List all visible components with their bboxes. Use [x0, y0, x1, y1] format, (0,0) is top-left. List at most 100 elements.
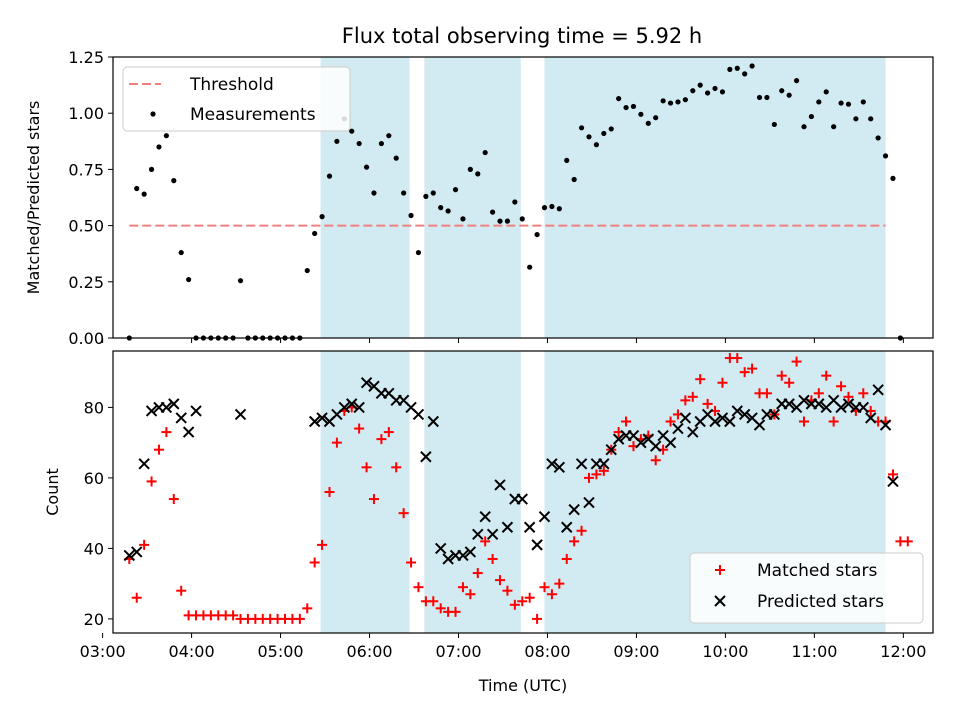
cross-b	[738, 408, 751, 421]
measurements-point	[616, 95, 622, 102]
measurements-point	[697, 82, 703, 88]
predicted-stars-point	[494, 479, 506, 491]
measurements-point	[334, 138, 340, 144]
matched-stars-point	[472, 568, 483, 579]
axes-frame	[112, 56, 934, 339]
cross-b	[642, 433, 655, 445]
measurements-point	[749, 63, 755, 69]
matched-stars-point	[843, 391, 854, 402]
measurements-point	[742, 71, 748, 77]
measurements-point	[148, 166, 155, 172]
measurements-point	[371, 190, 377, 196]
matched-stars-point	[546, 589, 557, 600]
measurements-point	[519, 216, 525, 222]
predicted-stars-point	[716, 412, 729, 424]
matched-stars-point	[294, 613, 305, 624]
cross-b	[872, 384, 884, 396]
measurements-point	[571, 176, 577, 183]
cross-b	[182, 426, 195, 438]
measurements-point	[475, 171, 481, 177]
matched-stars-point	[428, 596, 439, 607]
predicted-stars-point	[635, 436, 647, 449]
predicted-stars-point	[516, 493, 528, 505]
measurements-point	[860, 99, 866, 105]
measurements-point	[660, 98, 666, 104]
predicted-stars-point	[168, 398, 180, 410]
measurements-point	[719, 89, 726, 95]
cross-b	[768, 408, 781, 421]
measurements-point	[452, 187, 459, 193]
cross-b	[842, 398, 855, 410]
cross-b	[879, 419, 892, 431]
measurements-point	[601, 130, 607, 137]
matched-stars-point	[465, 589, 476, 600]
cross-b	[835, 401, 847, 414]
matched-stars-point	[561, 553, 572, 564]
cross-b	[479, 510, 491, 523]
cross-b	[434, 542, 447, 555]
top-panel: 0.00 0.25 0.50 0.75 1.00 1.25 Matched/Predicte…	[24, 48, 934, 348]
measurements-point	[608, 126, 614, 132]
cross-b	[346, 398, 358, 410]
predicted-stars-point	[531, 539, 543, 551]
predicted-stars-point	[346, 398, 358, 410]
legend-label: Measurements	[190, 105, 316, 125]
measurements-point	[549, 203, 555, 210]
measurements-point	[490, 209, 496, 215]
predicted-stars-point	[175, 412, 187, 424]
predicted-stars-point	[598, 458, 610, 470]
predicted-stars-point	[546, 458, 558, 470]
cross-b	[612, 433, 625, 445]
predicted-stars-point	[131, 546, 143, 558]
cross-b	[138, 458, 150, 470]
x-tick-label: 07:00	[435, 642, 481, 661]
predicted-stars-point	[338, 401, 351, 414]
matched-stars-point	[168, 494, 179, 505]
measurements-point	[171, 178, 177, 184]
matched-stars-point	[406, 557, 417, 568]
matched-stars-point	[361, 462, 372, 473]
measurements-point	[445, 208, 451, 214]
measurements-point	[653, 115, 659, 121]
x-tick-label: 12:00	[880, 642, 926, 661]
cross-b	[857, 401, 870, 414]
matched-stars-point	[324, 487, 335, 497]
cross-b	[887, 475, 899, 488]
measurements-point	[645, 120, 651, 126]
legend-measurements-swatch	[150, 111, 156, 117]
matched-stars-point	[509, 599, 520, 610]
matched-stars-point	[228, 610, 239, 621]
cross-b	[145, 405, 158, 417]
matched-stars-point	[317, 539, 328, 550]
y-tick-label: 0.00	[68, 329, 104, 348]
predicted-stars-point	[709, 415, 721, 428]
predicted-stars-point	[538, 510, 551, 523]
measurements-point	[786, 92, 792, 98]
matched-stars-point	[524, 592, 535, 603]
measurements-point	[512, 199, 518, 205]
cross-b	[753, 419, 766, 431]
cross-b	[308, 415, 321, 428]
cross-b	[353, 401, 365, 414]
measurements-point	[712, 85, 718, 92]
predicted-stars-point	[753, 419, 766, 431]
measurements-point	[304, 267, 310, 274]
predicted-stars-point	[865, 412, 877, 424]
predicted-stars-point	[768, 408, 781, 421]
axes-frame	[112, 350, 934, 634]
predicted-stars-point	[687, 426, 699, 438]
predicted-stars-point	[612, 433, 625, 445]
measurements-point	[178, 249, 184, 256]
measurements-point	[312, 230, 318, 237]
measurements-point	[363, 164, 370, 170]
measurements-point	[401, 190, 407, 196]
measurements-point	[186, 276, 192, 283]
cross-b	[168, 398, 180, 410]
measurements-point	[845, 101, 852, 107]
cross-b	[427, 415, 439, 428]
cross-b	[664, 436, 677, 449]
matched-stars-point	[569, 536, 580, 547]
measurements-point	[386, 133, 392, 139]
cross-b	[316, 412, 328, 424]
